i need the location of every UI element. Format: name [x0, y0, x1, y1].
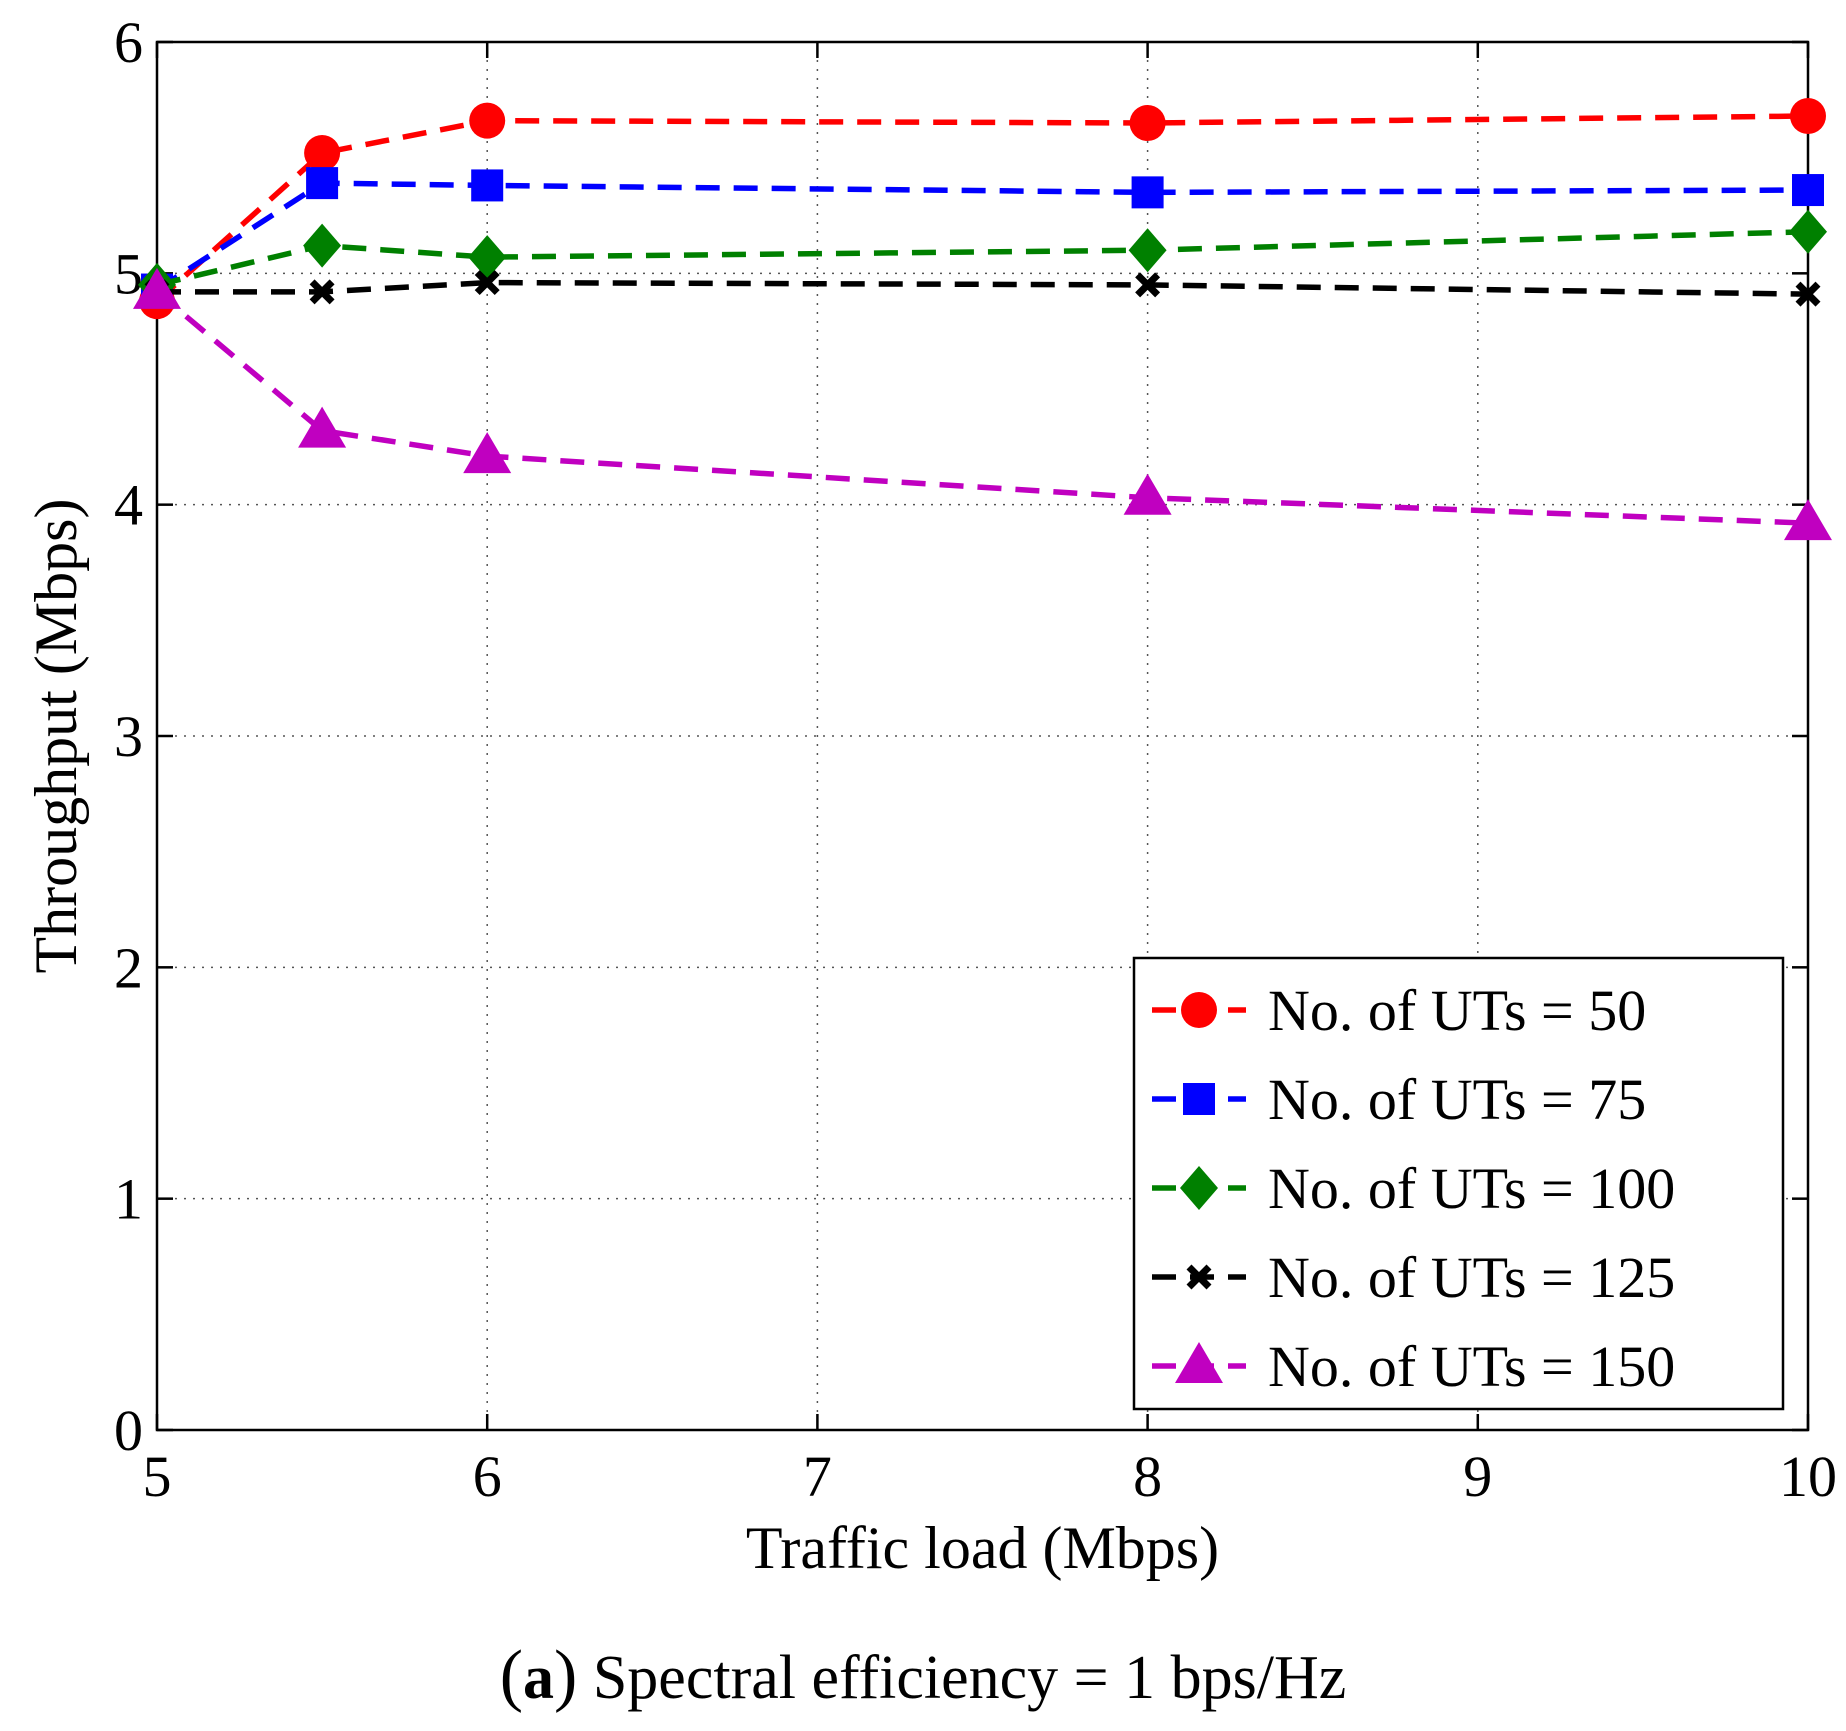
legend-entry: No. of UTs = 50 — [1152, 978, 1646, 1043]
y-tick-label: 0 — [114, 1398, 143, 1463]
y-axis-label: Throughput (Mbps) — [23, 499, 89, 974]
legend-box — [1132, 956, 1785, 1411]
legend-label: No. of UTs = 125 — [1268, 1245, 1675, 1310]
y-tick-label: 1 — [114, 1167, 143, 1232]
legend-label: No. of UTs = 150 — [1268, 1334, 1675, 1399]
grid — [157, 42, 1808, 1430]
data-point — [1795, 281, 1821, 307]
series-line — [156, 228, 1809, 288]
data-point — [1789, 209, 1827, 254]
legend-marker — [1183, 1083, 1215, 1115]
data-point — [304, 135, 341, 172]
legend-label: No. of UTs = 50 — [1268, 978, 1646, 1043]
caption-close-paren: ) — [554, 1637, 578, 1714]
data-point — [1129, 104, 1166, 141]
caption-letter: a — [523, 1644, 555, 1712]
data-point — [463, 432, 512, 474]
data-point — [1128, 228, 1167, 273]
line-chart: 5 6 7 8 9 10 0 1 2 3 4 5 6 Traffic load (Mbps) Throu… — [23, 10, 1837, 1581]
y-tick-label: 2 — [114, 935, 143, 1000]
data-point — [1131, 176, 1164, 209]
series-line — [155, 289, 1809, 526]
series-5 — [133, 267, 1832, 541]
x-tick-label: 7 — [803, 1444, 832, 1509]
y-tick-label: 6 — [114, 10, 143, 75]
data-point — [303, 223, 342, 268]
x-marker-stroke — [1795, 281, 1821, 307]
x-tick-label: 9 — [1463, 1444, 1492, 1509]
legend-entry: No. of UTs = 75 — [1152, 1067, 1646, 1132]
series — [133, 98, 1832, 541]
y-tick-label: 5 — [114, 241, 143, 306]
series-1 — [139, 98, 1826, 320]
data-point — [306, 167, 339, 200]
x-marker-stroke — [309, 279, 335, 305]
data-point — [1135, 272, 1161, 298]
data-point — [469, 102, 506, 139]
legend: No. of UTs = 50 No. of UTs = 75 No. of UTs… — [1132, 956, 1785, 1411]
data-point — [1123, 473, 1172, 515]
figure-caption: (a) Spectral efficiency = 1 bps/Hz — [0, 1636, 1846, 1716]
series-2 — [141, 167, 1824, 306]
data-point — [1784, 499, 1832, 541]
x-tick-label: 10 — [1779, 1444, 1837, 1509]
x-marker-stroke — [1186, 1264, 1212, 1290]
data-point — [133, 267, 181, 309]
x-tick-label: 5 — [143, 1444, 172, 1509]
series-line — [157, 279, 1809, 297]
legend-entry: No. of UTs = 125 — [1152, 1245, 1675, 1310]
data-point — [1792, 174, 1824, 207]
legend-entry: No. of UTs = 100 — [1152, 1156, 1675, 1221]
caption-open-paren: ( — [499, 1637, 524, 1714]
y-tick-label: 4 — [114, 473, 143, 538]
data-point — [468, 235, 507, 280]
legend-label: No. of UTs = 100 — [1268, 1156, 1675, 1221]
data-point — [298, 406, 347, 448]
data-point — [1790, 98, 1826, 135]
series-line — [155, 113, 1809, 304]
data-point — [471, 169, 504, 202]
caption-text: Spectral efficiency = 1 bps/Hz — [577, 1644, 1347, 1712]
data-point — [309, 279, 335, 305]
data-point — [474, 270, 500, 296]
legend-entry: No. of UTs = 150 — [1152, 1334, 1675, 1399]
series-4 — [144, 270, 1821, 307]
legend-marker — [1186, 1264, 1212, 1290]
legend-label: No. of UTs = 75 — [1268, 1067, 1646, 1132]
legend-marker — [1175, 1342, 1223, 1383]
x-tick-label: 8 — [1133, 1444, 1162, 1509]
legend-marker — [1180, 1166, 1218, 1210]
x-axis-label: Traffic load (Mbps) — [746, 1515, 1219, 1581]
legend-marker — [1181, 992, 1217, 1028]
ticks: 5 6 7 8 9 10 0 1 2 3 4 5 6 — [114, 10, 1837, 1509]
y-tick-label: 3 — [114, 704, 143, 769]
x-tick-label: 6 — [473, 1444, 502, 1509]
x-marker-stroke — [1135, 272, 1161, 298]
x-marker-stroke — [474, 270, 500, 296]
